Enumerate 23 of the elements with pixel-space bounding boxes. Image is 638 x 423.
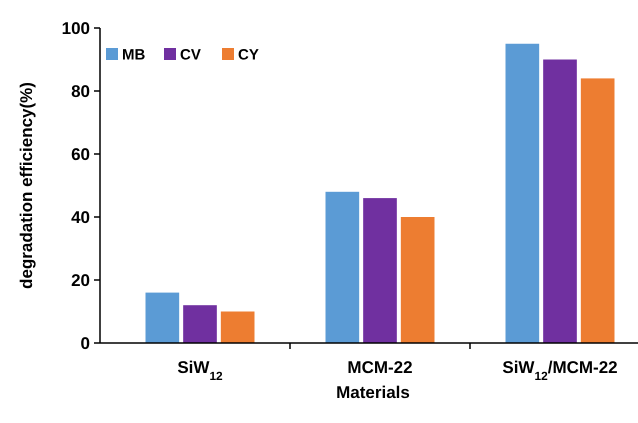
x-tick-label: MCM-22: [347, 358, 413, 377]
bar: [183, 305, 217, 343]
x-tick-label: SiW$_{12}$: [177, 358, 224, 383]
y-tick-label: 0: [80, 334, 90, 353]
y-axis-title: degradation efficiency(%): [17, 82, 36, 289]
bar: [506, 44, 540, 343]
y-tick-label: 60: [71, 144, 90, 164]
bar: [363, 198, 397, 343]
legend-label: MB: [122, 46, 146, 64]
legend-label: CV: [180, 46, 201, 64]
y-tick-label: 100: [62, 18, 90, 38]
bar: [543, 60, 577, 343]
x-axis-title: Materials: [336, 383, 410, 402]
bar: [146, 292, 180, 343]
y-tick-label: 20: [71, 270, 90, 290]
y-tick-label: 80: [71, 82, 90, 101]
legend-label: CY: [238, 46, 259, 64]
bar: [400, 217, 434, 343]
bar: [220, 312, 254, 343]
bar: [580, 78, 614, 343]
y-tick-label: 40: [71, 208, 90, 227]
bar: [326, 192, 360, 343]
x-tick-label: SiW$_{12}$/MCM-22: [502, 358, 618, 383]
